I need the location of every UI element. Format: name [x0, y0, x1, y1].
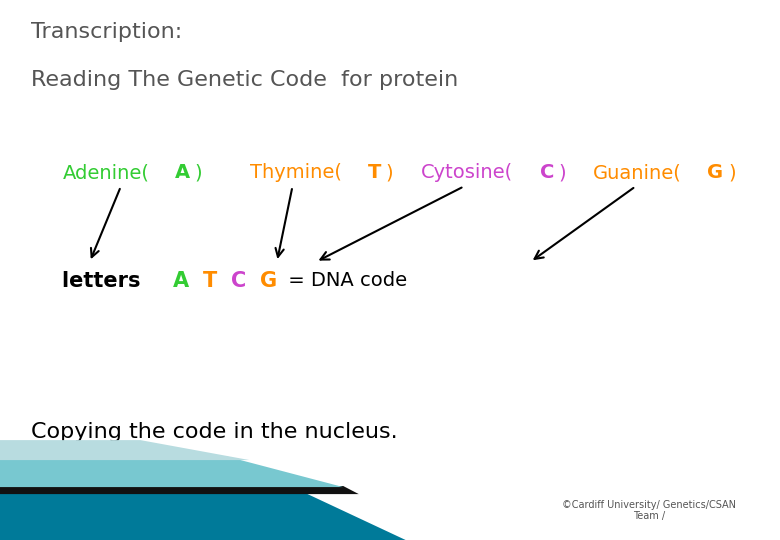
Text: ): ) [194, 163, 202, 183]
Text: C: C [231, 271, 246, 291]
Text: C: C [540, 163, 555, 183]
Text: T: T [204, 271, 218, 291]
Text: ): ) [728, 163, 736, 183]
Text: letters: letters [62, 271, 148, 291]
Text: Adenine(: Adenine( [62, 163, 149, 183]
Text: Reading The Genetic Code  for protein: Reading The Genetic Code for protein [31, 70, 459, 90]
Polygon shape [0, 486, 359, 494]
Polygon shape [0, 456, 343, 487]
Text: A: A [175, 163, 190, 183]
Text: T: T [368, 163, 381, 183]
Text: G: G [707, 163, 723, 183]
Text: = DNA code: = DNA code [282, 271, 407, 291]
Polygon shape [0, 478, 406, 540]
Text: ): ) [385, 163, 393, 183]
Text: A: A [173, 271, 190, 291]
Text: Guanine(: Guanine( [593, 163, 682, 183]
Text: ©Cardiff University/ Genetics/CSAN
Team /: ©Cardiff University/ Genetics/CSAN Team … [562, 500, 736, 521]
Text: ): ) [558, 163, 566, 183]
Text: Thymine(: Thymine( [250, 163, 342, 183]
Text: Cytosine(: Cytosine( [421, 163, 513, 183]
Polygon shape [0, 440, 250, 460]
Text: Copying the code in the nucleus.: Copying the code in the nucleus. [31, 422, 398, 442]
Text: Transcription:: Transcription: [31, 22, 183, 42]
Text: G: G [260, 271, 277, 291]
